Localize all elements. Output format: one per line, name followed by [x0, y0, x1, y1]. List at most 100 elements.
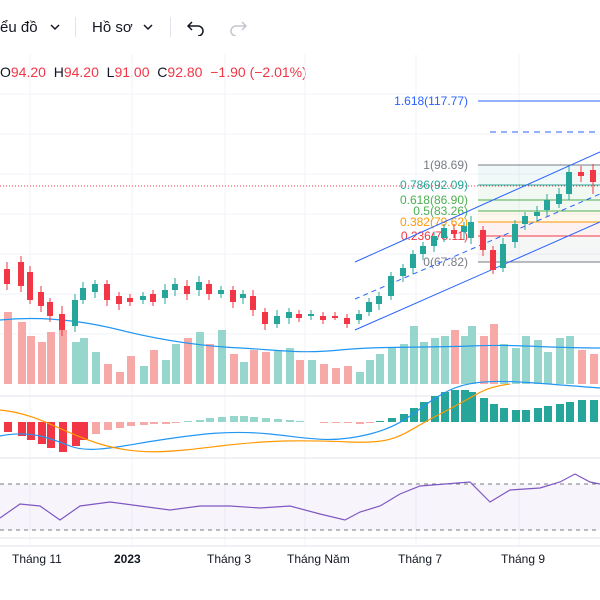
volume-bar	[451, 330, 459, 384]
volume-bar	[4, 312, 12, 384]
volume-bar	[116, 372, 124, 384]
candle-body	[566, 172, 572, 194]
candle	[274, 310, 280, 328]
macd-histogram-bar	[206, 418, 214, 422]
chevron-down-icon	[50, 24, 60, 31]
time-tick: 2023	[114, 552, 141, 566]
candle-body	[420, 246, 426, 254]
volume-bar	[18, 322, 26, 384]
candle-body	[196, 282, 202, 290]
volume-bar	[296, 360, 304, 384]
candle-body	[296, 314, 302, 318]
candle-body	[59, 314, 65, 330]
volume-bar	[92, 352, 100, 384]
chart-canvas[interactable]: 1.618(117.77) 1(98.69) 0.786(92.09)0.618(8…	[0, 54, 600, 600]
chart-menu[interactable]: ểu đồ	[0, 14, 62, 40]
fib-level-label: 1(98.69)	[423, 158, 468, 172]
volume-bar	[388, 348, 396, 384]
macd-histogram-bar	[218, 417, 226, 422]
volume-bar	[240, 362, 248, 384]
candle-body	[218, 290, 224, 294]
chevron-down-icon	[143, 24, 153, 31]
volume-bar	[230, 354, 238, 384]
volume-bar	[320, 364, 328, 384]
candle	[522, 212, 528, 230]
macd-histogram-bar	[420, 402, 428, 422]
candle-body	[162, 290, 168, 298]
macd-histogram-bar	[262, 418, 270, 422]
candle-body	[250, 296, 256, 310]
undo-button[interactable]	[186, 14, 206, 40]
macd-histogram-bar	[250, 417, 258, 422]
candle-body	[441, 228, 447, 238]
macd-histogram-bar	[59, 422, 67, 452]
macd-histogram-bar	[240, 416, 248, 422]
fib-level-label: 1.618(117.77)	[394, 94, 468, 108]
candle-body	[18, 262, 24, 286]
macd-histogram-bar	[92, 422, 100, 434]
redo-button[interactable]	[228, 14, 248, 40]
candle	[376, 292, 382, 310]
macd-histogram-bar	[461, 390, 469, 422]
candle-body	[38, 292, 44, 306]
volume-bar	[127, 356, 135, 384]
macd-histogram-bar	[116, 422, 124, 428]
candle	[296, 310, 302, 322]
volume-bar	[461, 336, 469, 384]
volume-bar	[332, 368, 340, 384]
candle-body	[356, 314, 362, 320]
candle	[59, 306, 65, 336]
macd-histogram-bar	[127, 422, 135, 426]
macd-histogram-bar	[534, 408, 542, 422]
volume-bar	[47, 332, 55, 384]
macd-line	[0, 380, 600, 450]
profile-menu[interactable]: Hồ sơ	[92, 14, 155, 40]
candle	[27, 266, 33, 304]
volume-bar	[410, 326, 418, 384]
rsi-band	[0, 484, 600, 530]
candle-body	[512, 224, 518, 242]
candle	[590, 164, 596, 194]
candle	[366, 298, 372, 316]
candle-body	[72, 300, 78, 326]
candle-body	[262, 312, 268, 324]
volume-bar	[500, 344, 508, 384]
candle	[18, 256, 24, 292]
candle	[461, 222, 467, 240]
volume-bar	[206, 344, 214, 384]
fibonacci-retracement[interactable]: 1.618(117.77) 1(98.69) 0.786(92.09)0.618(8…	[394, 94, 600, 269]
volume-bar	[27, 336, 35, 384]
candle-body	[320, 316, 326, 320]
candle-body	[556, 194, 562, 204]
candle	[116, 292, 122, 310]
candle-body	[274, 316, 280, 324]
grid	[0, 54, 600, 546]
time-tick: Tháng 9	[501, 552, 545, 566]
macd-histogram-bar	[590, 400, 598, 422]
trend-channel[interactable]	[354, 151, 600, 331]
candle	[356, 310, 362, 324]
candle	[512, 220, 518, 248]
candle-body	[206, 284, 212, 294]
macd-histogram-bar	[38, 422, 46, 444]
candle-body	[140, 296, 146, 300]
volume-ma-line	[0, 317, 600, 353]
macd-histogram-bar	[376, 421, 384, 422]
macd-histogram-bar	[274, 419, 282, 422]
candle	[578, 166, 584, 182]
candle	[500, 238, 506, 272]
candle	[468, 216, 474, 244]
candle-body	[92, 284, 98, 292]
candle	[140, 292, 146, 304]
volume-bar	[566, 336, 574, 384]
redo-icon	[230, 21, 248, 36]
time-axis: Tháng 11 2023 Tháng 3 Tháng Năm Tháng 7 …	[12, 552, 545, 566]
fib-zone	[478, 200, 600, 211]
candle-body	[544, 200, 550, 210]
macd-histogram-bar	[431, 396, 439, 422]
macd-histogram-bar	[388, 418, 396, 422]
candle	[490, 246, 496, 274]
chart-menu-label: ểu đồ	[0, 18, 38, 36]
time-tick: Tháng 3	[207, 552, 251, 566]
candle	[388, 272, 394, 300]
